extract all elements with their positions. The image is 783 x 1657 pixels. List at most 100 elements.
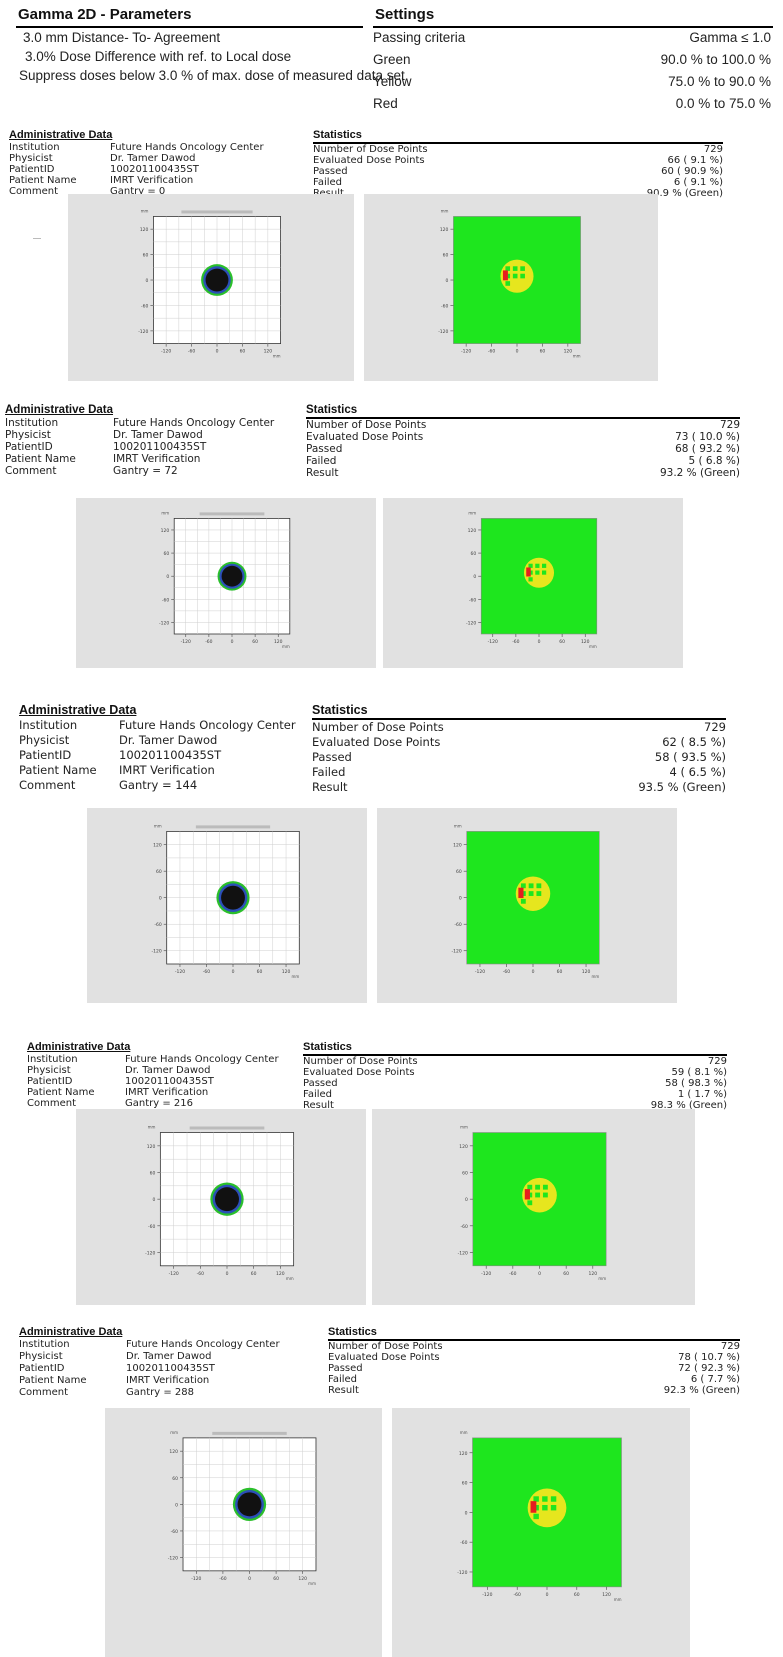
settings-block: Settings Passing criteria Gamma ≤ 1.0 Gre… xyxy=(373,6,773,113)
y-tick-label: -60 xyxy=(454,922,461,928)
result-value: 93.2 % (Green) xyxy=(659,466,740,479)
y-tick-label: -60 xyxy=(171,1529,178,1535)
gamma-fail-cell xyxy=(526,567,531,577)
x-tick-label: 0 xyxy=(516,349,519,355)
gamma-pass-cell xyxy=(533,1513,539,1520)
num-points-value: 729 xyxy=(719,418,740,431)
stats-label: Number of Dose Points xyxy=(328,1340,443,1352)
stats-row: Failed 6 ( 7.7 %) xyxy=(328,1374,740,1385)
admin-row: Institution Future Hands Oncology Center xyxy=(5,417,305,429)
x-tick-label: -120 xyxy=(482,1592,492,1598)
admin-row: Institution Future Hands Oncology Center xyxy=(27,1054,317,1065)
gamma-pass-cell xyxy=(528,883,534,889)
stats-label: Failed xyxy=(303,1088,333,1100)
gamma-pass-cell xyxy=(512,273,518,279)
patient-id-value: 100201100435ST xyxy=(119,748,222,762)
gamma-pass-cell xyxy=(536,891,542,896)
y-tick-label: 60 xyxy=(443,253,449,259)
y-unit-label: mm xyxy=(170,1430,178,1435)
y-tick-label: -60 xyxy=(141,303,148,309)
plot-caption-bar xyxy=(181,210,253,214)
dose-distribution-panel: 120 -120 60 -60 0 0 -60 60 -120 120 mm mm xyxy=(76,1109,366,1305)
y-tick-label: 60 xyxy=(462,1481,468,1487)
passed-value: 58 ( 98.3 %) xyxy=(665,1077,727,1089)
comment-value: Gantry = 72 xyxy=(113,465,178,477)
stats-label: Number of Dose Points xyxy=(303,1055,418,1067)
institution-value: Future Hands Oncology Center xyxy=(110,142,264,153)
stats-row: Evaluated Dose Points 66 ( 9.1 %) xyxy=(313,155,723,166)
stats-row: Failed 4 ( 6.5 %) xyxy=(312,765,726,780)
stats-label: Failed xyxy=(306,454,337,467)
y-tick-label: -120 xyxy=(145,1250,155,1256)
gamma-pass-cell xyxy=(528,563,533,568)
gamma-pass-cell xyxy=(520,273,525,279)
stats-row: Evaluated Dose Points 62 ( 8.5 %) xyxy=(312,735,726,750)
stats-row: Number of Dose Points 729 xyxy=(312,720,726,735)
admin-label: PatientID xyxy=(9,164,55,175)
admin-label: Patient Name xyxy=(5,453,76,465)
parameters-title: Gamma 2D - Parameters xyxy=(18,6,192,23)
gamma-pass-cell xyxy=(535,1192,541,1198)
stats-row: Number of Dose Points 729 xyxy=(313,144,723,155)
result-value: 93.5 % (Green) xyxy=(638,779,726,794)
admin-label: Institution xyxy=(9,142,60,153)
y-tick-label: 120 xyxy=(468,528,477,534)
x-unit-label: mm xyxy=(273,354,281,359)
dose-core xyxy=(221,885,245,910)
x-tick-label: 0 xyxy=(546,1592,549,1598)
x-tick-label: 120 xyxy=(581,639,590,645)
y-tick-label: -60 xyxy=(460,1540,467,1546)
stats-label: Passed xyxy=(303,1077,338,1089)
y-tick-label: 120 xyxy=(140,227,149,233)
y-tick-label: 60 xyxy=(470,551,476,557)
x-tick-label: -60 xyxy=(219,1576,226,1582)
gamma-fail-cell xyxy=(524,1189,530,1200)
physicist-value: Dr. Tamer Dawod xyxy=(113,429,203,441)
y-tick-label: -60 xyxy=(441,303,448,309)
y-unit-label: mm xyxy=(141,208,149,213)
stats-row: Failed 5 ( 6.8 %) xyxy=(306,455,740,467)
x-tick-label: -60 xyxy=(512,639,519,645)
admin-row: Patient Name IMRT Verification xyxy=(9,175,289,186)
x-tick-label: 60 xyxy=(559,639,565,645)
stats-label: Passed xyxy=(312,749,352,764)
x-tick-label: 60 xyxy=(273,1576,279,1582)
comment-value: Gantry = 216 xyxy=(125,1098,193,1109)
institution-value: Future Hands Oncology Center xyxy=(113,417,275,429)
y-tick-label: 60 xyxy=(172,1476,178,1482)
admin-label: Physicist xyxy=(27,1065,71,1076)
x-tick-label: 0 xyxy=(538,639,541,645)
dose-core xyxy=(215,1187,239,1212)
patient-id-value: 100201100435ST xyxy=(113,441,207,453)
y-tick-label: 0 xyxy=(465,1510,468,1516)
admin-title: Administrative Data xyxy=(27,1041,131,1053)
admin-row: Physicist Dr. Tamer Dawod xyxy=(5,429,305,441)
gamma-pass-cell xyxy=(535,1184,541,1190)
x-tick-label: -120 xyxy=(175,969,185,975)
y-unit-label: mm xyxy=(460,1430,468,1435)
physicist-value: Dr. Tamer Dawod xyxy=(119,733,218,747)
gamma-map-panel: 120 -120 60 -60 0 0 -60 60 -120 120 mm mm xyxy=(377,808,677,1003)
x-tick-label: 60 xyxy=(257,969,263,975)
stats-row: Result 92.3 % (Green) xyxy=(328,1385,740,1396)
param-dta: 3.0 mm Distance- To- Agreement xyxy=(23,30,221,45)
result-value: 90.9 % (Green) xyxy=(646,187,723,199)
x-unit-label: mm xyxy=(589,644,597,649)
administrative-data: Administrative Data Institution Future Ha… xyxy=(27,1041,317,1109)
stats-label: Number of Dose Points xyxy=(306,418,427,431)
x-tick-label: 120 xyxy=(582,969,591,975)
x-tick-label: 0 xyxy=(232,969,235,975)
admin-label: PatientID xyxy=(5,441,53,453)
stats-row: Evaluated Dose Points 78 ( 10.7 %) xyxy=(328,1352,740,1363)
admin-label: Institution xyxy=(19,1339,70,1350)
admin-row: Patient Name IMRT Verification xyxy=(19,763,319,778)
x-tick-label: 0 xyxy=(231,639,234,645)
gamma-pass-cell xyxy=(505,281,511,286)
